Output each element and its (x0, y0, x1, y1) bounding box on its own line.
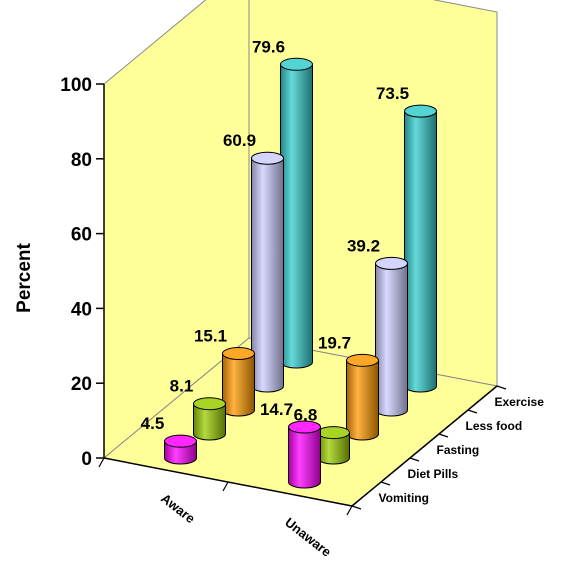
bar (280, 57, 313, 369)
bar (222, 347, 255, 417)
y-tick-label: 60 (71, 225, 92, 246)
series-axis: Vomiting Diet Pills Fasting Less food Exerci… (351, 385, 545, 510)
series-tick (496, 385, 507, 390)
series-label: Vomiting (379, 491, 429, 505)
bar-top (375, 256, 408, 270)
bar-top (164, 434, 197, 448)
x-tick-label: Unaware (282, 515, 334, 560)
bar-body (346, 359, 379, 441)
bars (164, 57, 437, 489)
bar-top (193, 397, 226, 411)
series-label: Exercise (495, 395, 545, 409)
bar-top (222, 347, 255, 361)
bar (193, 397, 226, 441)
series-axis-line (351, 385, 498, 507)
data-label: 19.7 (318, 333, 351, 352)
bar-body (193, 403, 226, 441)
y-tick-label: 40 (71, 299, 92, 320)
y-tick-label: 100 (60, 75, 92, 96)
data-label: 15.1 (194, 327, 227, 346)
bar-top (288, 420, 321, 434)
bar-body (280, 63, 313, 369)
bar (375, 256, 408, 417)
x-tick (346, 505, 353, 516)
bar (317, 426, 350, 465)
bar (404, 104, 437, 393)
bar (251, 151, 284, 393)
bar-top (317, 426, 350, 440)
x-tick-label: Aware (158, 491, 198, 527)
data-label: 8.1 (170, 377, 194, 396)
series-label: Less food (466, 419, 523, 433)
series-tick (467, 409, 478, 414)
series-tick (380, 481, 391, 486)
data-label: 73.5 (376, 84, 409, 103)
series-tick (438, 433, 449, 438)
data-label: 79.6 (252, 37, 285, 56)
y-axis-label: Percent (14, 242, 35, 312)
bar (164, 434, 197, 465)
bar-body (222, 353, 255, 417)
data-label: 6.8 (294, 406, 318, 425)
y-tick-label: 80 (71, 150, 92, 171)
bar-top (280, 57, 313, 71)
data-labels: 79.6 73.5 60.9 39.2 15.1 19.7 8.1 6.8 4.5 14.7 (141, 37, 409, 433)
series-label: Diet Pills (408, 467, 459, 481)
bar-body (375, 262, 408, 417)
series-tick (409, 457, 420, 462)
bar-body (404, 110, 437, 393)
data-label: 14.7 (260, 400, 293, 419)
y-tick-label: 20 (71, 374, 92, 395)
x-tick (98, 457, 105, 468)
data-label: 60.9 (223, 131, 256, 150)
series-label: Fasting (437, 443, 480, 457)
data-label: 39.2 (347, 236, 380, 255)
x-tick (222, 481, 229, 492)
bar-top (346, 353, 379, 367)
bar (288, 420, 321, 489)
bar-body (288, 426, 321, 489)
bar-top (251, 151, 284, 165)
y-tick-label: 0 (81, 449, 92, 470)
bar-top (404, 104, 437, 118)
y-axis: 0 20 40 60 80 100 (60, 75, 105, 470)
bar (346, 353, 379, 441)
series-tick (351, 505, 362, 510)
data-label: 4.5 (141, 414, 165, 433)
bar-body (251, 157, 284, 393)
